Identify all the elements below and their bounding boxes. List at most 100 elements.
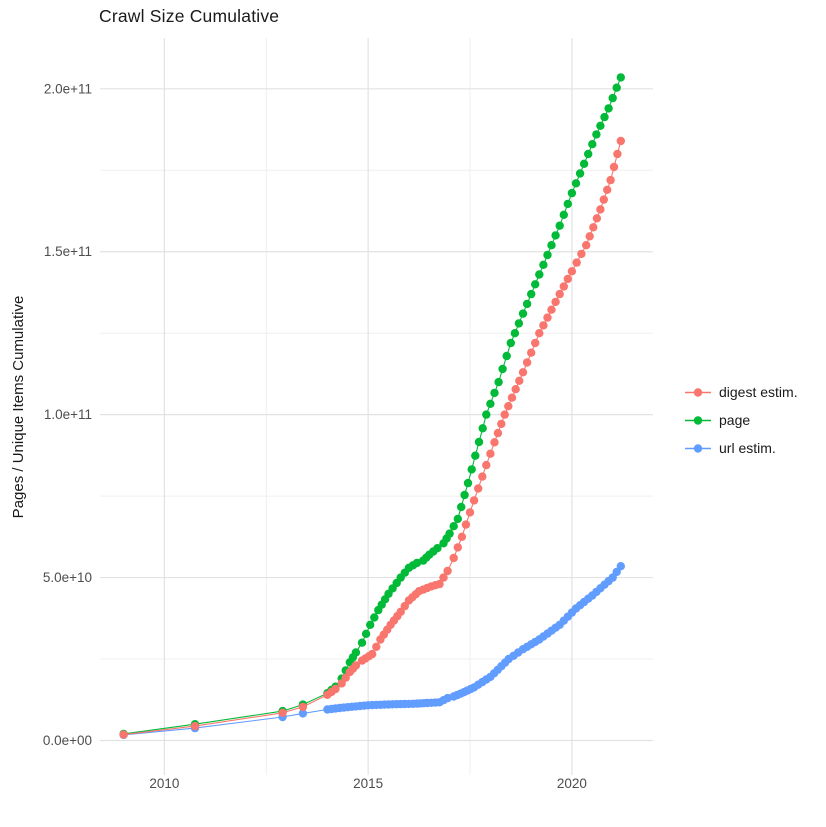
data-point: [577, 249, 586, 259]
data-point: [465, 508, 475, 517]
data-point: [453, 543, 462, 552]
data-point: [445, 529, 454, 538]
data-point: [471, 451, 480, 460]
data-point: [361, 629, 371, 638]
data-point: [551, 231, 560, 240]
data-point: [515, 376, 524, 385]
data-point: [506, 338, 515, 348]
data-point: [439, 573, 448, 582]
data-point: [372, 642, 381, 651]
data-point: [616, 136, 625, 146]
data-point: [613, 149, 622, 159]
y-tick-label: 1.5e+11: [44, 244, 92, 259]
data-point: [449, 522, 458, 531]
data-point: [518, 368, 528, 377]
data-point: [486, 449, 495, 458]
legend-label-digest: digest estim.: [719, 384, 798, 400]
data-point: [585, 232, 594, 241]
data-point: [559, 210, 568, 219]
data-point: [482, 460, 491, 470]
data-point: [433, 544, 442, 553]
data-point: [559, 282, 568, 291]
data-point: [474, 484, 483, 493]
legend-label-url: url estim.: [719, 440, 776, 456]
data-point: [547, 305, 556, 314]
data-point: [497, 419, 506, 429]
data-point: [357, 638, 367, 647]
data-point: [571, 179, 581, 188]
legend-label-page: page: [719, 412, 751, 428]
data-point: [190, 721, 200, 731]
legend-item-page: page: [684, 406, 798, 434]
data-point: [478, 424, 487, 433]
legend-dot-icon: [693, 443, 703, 453]
data-point: [543, 313, 552, 322]
series-line-digest-estim-: [123, 140, 622, 736]
data-point: [604, 104, 613, 113]
data-point: [596, 205, 605, 214]
data-point: [531, 280, 540, 289]
data-point: [453, 514, 462, 524]
data-point: [474, 437, 484, 447]
data-point: [589, 223, 598, 232]
data-point: [531, 338, 540, 348]
data-point: [498, 364, 507, 374]
data-point: [563, 274, 572, 284]
data-point: [555, 221, 564, 230]
data-point: [612, 83, 621, 92]
data-point: [522, 358, 532, 367]
data-point: [298, 709, 308, 718]
data-point: [119, 730, 128, 739]
data-point: [469, 496, 479, 505]
data-point: [511, 385, 520, 394]
data-point: [504, 402, 513, 411]
data-point: [592, 130, 601, 139]
data-point: [567, 188, 577, 198]
x-tick-label: 2010: [149, 776, 179, 791]
y-tick-label: 5.0e+10: [43, 570, 92, 585]
data-point: [494, 377, 503, 387]
y-tick-label: 0.0e+00: [43, 733, 92, 748]
data-point: [539, 260, 548, 269]
data-point: [599, 195, 608, 204]
chart-title: Crawl Size Cumulative: [99, 6, 280, 26]
data-point: [502, 351, 511, 361]
data-point: [596, 121, 605, 130]
legend-item-url: url estim.: [684, 434, 798, 462]
data-point: [616, 73, 625, 82]
data-point: [507, 393, 517, 402]
data-point: [457, 532, 467, 541]
data-point: [500, 410, 509, 419]
data-point: [588, 140, 597, 149]
data-point: [522, 299, 532, 309]
data-point: [460, 490, 469, 500]
data-point: [555, 289, 564, 299]
data-point: [547, 241, 556, 250]
url-legend-key-icon: [685, 443, 711, 453]
data-point: [514, 319, 524, 328]
y-tick-label: 2.0e+11: [44, 81, 92, 96]
data-point: [370, 613, 379, 622]
data-point: [535, 270, 544, 279]
legend-dot-icon: [693, 415, 703, 425]
data-point: [567, 267, 577, 276]
data-point: [582, 241, 591, 250]
data-point: [584, 149, 593, 159]
data-point: [490, 388, 499, 398]
data-point: [603, 185, 612, 194]
data-point: [608, 93, 617, 103]
data-point: [449, 553, 458, 563]
data-point: [551, 297, 560, 307]
data-point: [493, 428, 503, 438]
data-point: [490, 438, 499, 447]
data-point: [539, 321, 548, 330]
legend-dot-icon: [693, 387, 703, 397]
data-point: [592, 214, 602, 223]
y-axis-title: Pages / Unique Items Cumulative: [10, 295, 27, 519]
data-point: [478, 472, 487, 481]
data-point: [527, 348, 536, 357]
page-legend-key-icon: [685, 415, 711, 425]
data-point: [443, 566, 452, 576]
